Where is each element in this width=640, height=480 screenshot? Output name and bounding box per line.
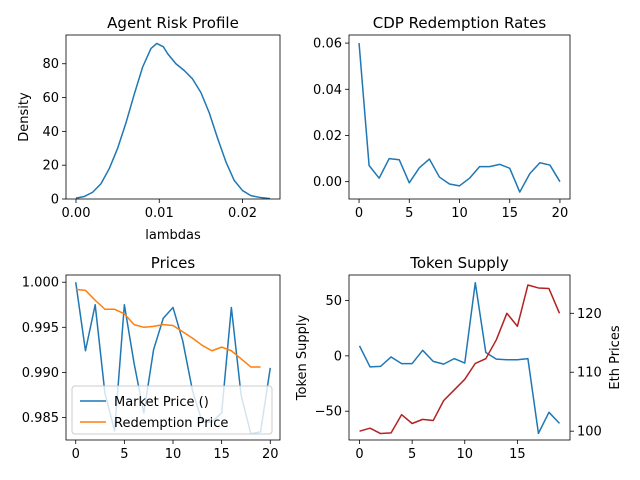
x-tick-label: 0 [355,447,363,462]
y-right-axis-label: Eth Prices [608,325,623,389]
chart-title: Prices [151,254,196,272]
y-tick-label: 1.000 [22,276,59,291]
series-line-1 [75,42,271,199]
x-tick-label: 5 [408,447,416,462]
series-line-2 [359,284,561,435]
y-tick-label: 0.04 [313,83,342,98]
axes-frame [348,274,571,441]
y-right-tick-label: 120 [577,307,602,322]
y-tick-label: 0.995 [22,321,59,336]
x-tick-label: 15 [213,447,230,462]
y-axis-label: Density [17,92,32,142]
subplot-1: 0.00 0.01 0.02 0 20 40 60 80 Agent Risk Profile l… [17,14,281,243]
x-tick-label: 15 [509,447,526,462]
y-tick-label: −50 [315,405,342,420]
x-tick-label: 5 [405,206,413,221]
y-tick-label: 0 [51,193,59,208]
legend-label: Market Price () [114,395,209,410]
subplot-3: 0 5 10 15 20 0.985 0.990 0.995 1.000 Prices Market… [22,254,281,462]
y-tick-label: 60 [42,91,59,106]
x-axis-label: lambdas [145,228,201,243]
subplot-4: 0 5 10 15 −50 0 50 100 110 120 Token Supply Token S… [295,254,623,462]
axes-frame [65,34,281,200]
y-tick-label: 50 [325,294,342,309]
axes-frame [348,34,571,200]
y-tick-label: 0 [334,349,342,364]
y-axis-label: Token Supply [295,314,310,401]
y-right-tick-label: 110 [577,366,602,381]
y-tick-label: 80 [42,57,59,72]
chart-title: Token Supply [409,254,509,272]
y-tick-label: 20 [42,159,59,174]
legend-box [71,385,273,435]
y-tick-label: 0.985 [22,411,59,426]
x-tick-label: 0.00 [62,206,91,221]
series-line-1 [358,282,561,435]
series-line-2 [75,288,261,368]
x-tick-label: 0 [72,447,80,462]
y-tick-label: 0.06 [313,37,342,52]
x-tick-label: 10 [165,447,182,462]
y-tick-label: 40 [42,125,59,140]
x-tick-label: 0 [355,206,363,221]
x-tick-label: 15 [501,206,518,221]
chart-title: CDP Redemption Rates [373,14,547,32]
axes-frame [65,274,281,441]
x-tick-label: 0.01 [145,206,174,221]
legend-label: Redemption Price [114,416,228,431]
y-tick-label: 0.02 [313,129,342,144]
x-tick-label: 5 [120,447,128,462]
y-tick-label: 0.00 [313,175,342,190]
x-tick-label: 20 [262,447,279,462]
series-line-1 [358,43,561,193]
x-tick-label: 0.02 [228,206,257,221]
legend: Market Price () Redemption Price [71,385,273,435]
x-tick-label: 20 [552,206,569,221]
subplot-2: 0 5 10 15 20 0.00 0.02 0.04 0.06 CDP Redemption R… [313,14,571,221]
y-right-tick-label: 100 [577,425,602,440]
y-tick-label: 0.990 [22,366,59,381]
x-tick-label: 10 [456,447,473,462]
chart-title: Agent Risk Profile [107,14,239,32]
x-tick-label: 10 [451,206,468,221]
